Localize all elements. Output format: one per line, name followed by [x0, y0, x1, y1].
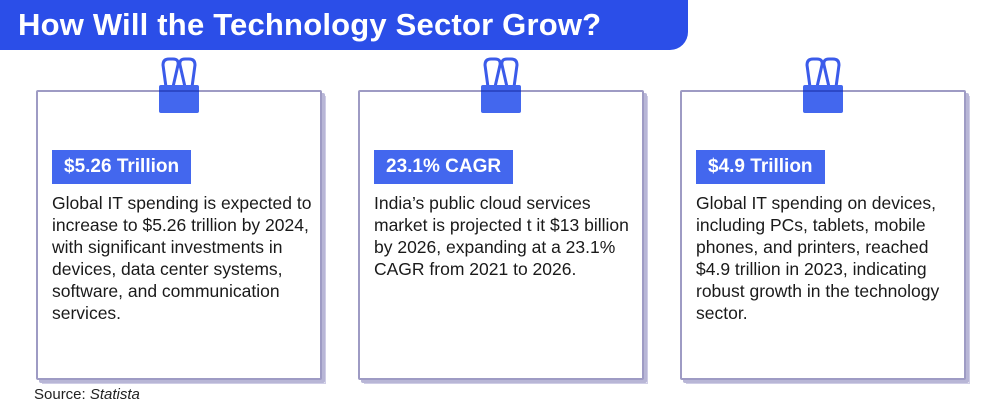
stat-description: India’s public cloud services market is … [374, 193, 629, 279]
source-label: Source: [34, 386, 86, 403]
paper-note: 23.1% CAGR India’s public cloud services… [358, 57, 648, 384]
title-banner: How Will the Technology Sector Grow? [0, 0, 688, 50]
binder-clip-icon [803, 57, 843, 113]
stat-badge: $4.9 Trillion [696, 150, 825, 184]
page-title: How Will the Technology Sector Grow? [18, 7, 602, 42]
paper-note: $4.9 Trillion Global IT spending on devi… [680, 57, 970, 384]
stat-card-2: 23.1% CAGR India’s public cloud services… [358, 57, 648, 384]
binder-clip-icon [481, 57, 521, 113]
stat-card-3: $4.9 Trillion Global IT spending on devi… [680, 57, 970, 384]
stat-badge: 23.1% CAGR [374, 150, 514, 184]
stat-description: Global IT spending is expected to increa… [52, 193, 312, 323]
stat-card-1: $5.26 Trillion Global IT spending is exp… [36, 57, 326, 384]
stat-badge: $5.26 Trillion [52, 150, 192, 184]
paper-note: $5.26 Trillion Global IT spending is exp… [36, 57, 326, 384]
binder-clip-icon [159, 57, 199, 113]
stat-description: Global IT spending on devices, including… [696, 193, 940, 323]
source-name: Statista [89, 386, 140, 403]
source-credit: Source: Statista [34, 386, 140, 403]
